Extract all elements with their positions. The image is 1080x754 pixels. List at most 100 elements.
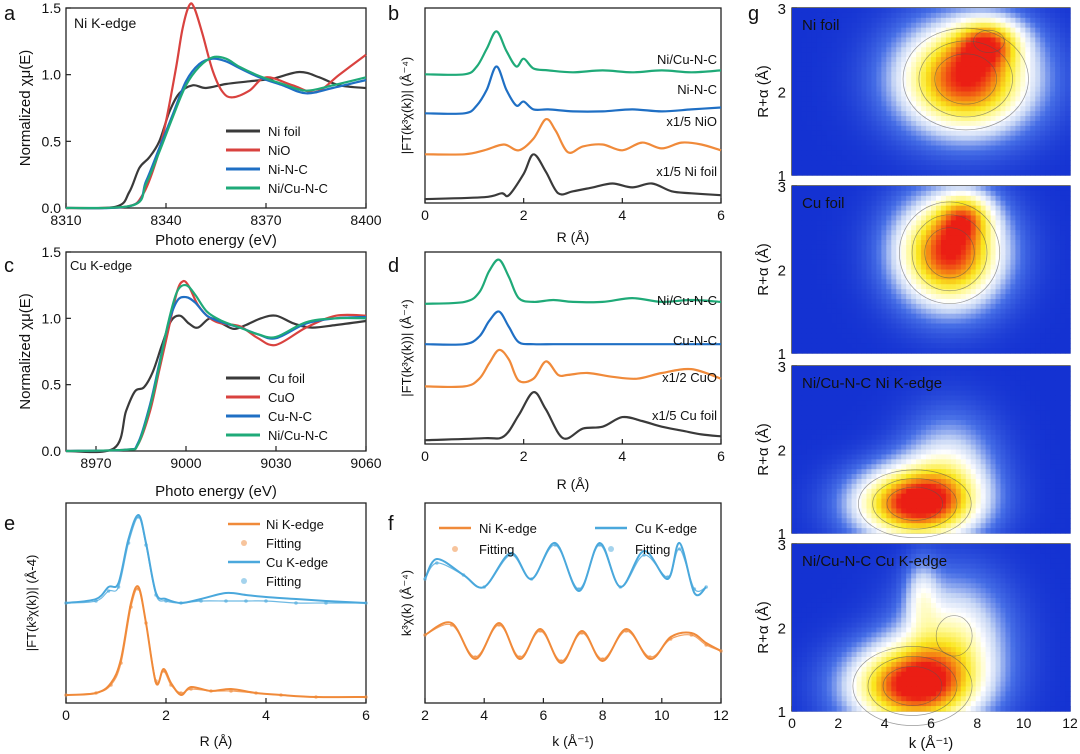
heatmap-cell — [1040, 210, 1046, 217]
heatmap-cell — [911, 190, 917, 197]
heatmap-cell — [1060, 235, 1066, 241]
heatmap-cell — [965, 284, 972, 290]
heatmap-cell — [881, 76, 887, 83]
heatmap-cell — [806, 254, 813, 261]
heatmap-cell — [911, 150, 917, 156]
heatmap-cell — [796, 284, 803, 290]
heatmap-cell — [851, 8, 858, 14]
heatmap-cell — [1065, 259, 1071, 266]
heatmap-cell — [811, 81, 818, 88]
heatmap-cell — [975, 22, 982, 29]
heatmap-cell — [921, 313, 927, 320]
heatmap-cell — [886, 170, 892, 176]
heatmap-cell — [826, 210, 833, 217]
heatmap-cell — [796, 318, 803, 325]
heatmap-cell — [866, 220, 873, 226]
heatmap-cell — [1030, 313, 1036, 320]
heatmap-cell — [921, 444, 927, 451]
heatmap-cell — [935, 130, 942, 137]
heatmap-cell — [1020, 37, 1026, 43]
heatmap-cell — [1055, 210, 1061, 217]
heatmap-cell — [792, 348, 798, 354]
heatmap-cell — [811, 415, 818, 421]
heatmap-cell — [921, 415, 927, 421]
heatmap-cell — [1030, 96, 1036, 102]
heatmap-cell — [866, 348, 873, 354]
heatmap-cell — [1010, 66, 1016, 73]
heatmap-cell — [1020, 210, 1026, 217]
heatmap-cell — [891, 170, 897, 176]
heatmap-cell — [1060, 12, 1066, 19]
heatmap-cell — [950, 274, 957, 280]
heatmap-cell — [1005, 205, 1012, 212]
heatmap-cell — [1040, 12, 1046, 19]
heatmap-cell — [1030, 37, 1036, 43]
heatmap-cell — [940, 410, 947, 416]
heatmap-cell — [931, 96, 937, 102]
heatmap-cell — [916, 249, 922, 256]
heatmap-cell — [846, 289, 853, 295]
heatmap-cell — [806, 130, 813, 137]
heatmap-cell — [995, 71, 1002, 78]
heatmap-cell — [950, 264, 957, 271]
heatmap-cell — [1010, 37, 1016, 43]
heatmap-cell — [965, 150, 972, 156]
heatmap-cell — [816, 111, 823, 117]
heatmap-cell — [995, 225, 1002, 231]
heatmap-cell — [950, 8, 957, 14]
heatmap-cell — [975, 333, 982, 339]
heatmap-cell — [801, 313, 808, 320]
heatmap-cell — [945, 52, 952, 58]
heatmap-cell — [906, 343, 912, 349]
heatmap-cell — [861, 62, 868, 68]
heatmap-cell — [821, 370, 828, 377]
heatmap-cell — [846, 375, 853, 382]
heatmap-cell — [975, 155, 982, 161]
heatmap-cell — [1050, 303, 1056, 310]
heatmap-cell — [886, 96, 892, 102]
heatmap-cell — [876, 76, 882, 83]
fit-point — [324, 601, 328, 605]
heatmap-cell — [792, 190, 798, 197]
heatmap-cell — [1045, 220, 1051, 226]
heatmap-cell — [821, 410, 828, 416]
heatmap-cell — [1035, 274, 1041, 280]
heatmap-cell — [1030, 27, 1036, 34]
heatmap-cell — [940, 294, 947, 300]
heatmap-cell — [821, 120, 828, 127]
heatmap-cell — [866, 240, 873, 246]
heatmap-cell — [935, 294, 942, 300]
heatmap-cell — [906, 370, 912, 377]
heatmap-cell — [1030, 52, 1036, 58]
heatmap-cell — [1045, 269, 1051, 276]
heatmap-cell — [1060, 303, 1066, 310]
heatmap-cell — [1030, 155, 1036, 161]
heatmap-cell — [906, 298, 912, 305]
heatmap-cell — [940, 390, 947, 397]
heatmap-cell — [806, 249, 813, 256]
heatmap-cell — [831, 17, 838, 24]
heatmap-cell — [1015, 303, 1021, 310]
heatmap-cell — [1015, 71, 1021, 78]
heatmap-cell — [1000, 303, 1007, 310]
heatmap-cell — [821, 439, 828, 446]
heatmap-cell — [896, 323, 902, 330]
heatmap-cell — [1055, 410, 1061, 416]
heatmap-cell — [960, 130, 967, 137]
heatmap-cell — [990, 8, 997, 14]
heatmap-cell — [1010, 230, 1016, 236]
heatmap-cell — [990, 249, 997, 256]
heatmap-cell — [1005, 8, 1012, 14]
heatmap-cell — [935, 22, 942, 29]
heatmap-cell — [881, 120, 887, 127]
heatmap-cell — [906, 130, 912, 137]
heatmap-cell — [1015, 366, 1021, 372]
heatmap-cell — [916, 32, 922, 39]
heatmap-cell — [821, 106, 828, 112]
heatmap-cell — [1055, 195, 1061, 202]
heatmap-cell — [940, 101, 947, 107]
heatmap-cell — [945, 106, 952, 112]
heatmap-cell — [906, 190, 912, 197]
heatmap-cell — [1035, 37, 1041, 43]
heatmap-cell — [831, 96, 838, 102]
